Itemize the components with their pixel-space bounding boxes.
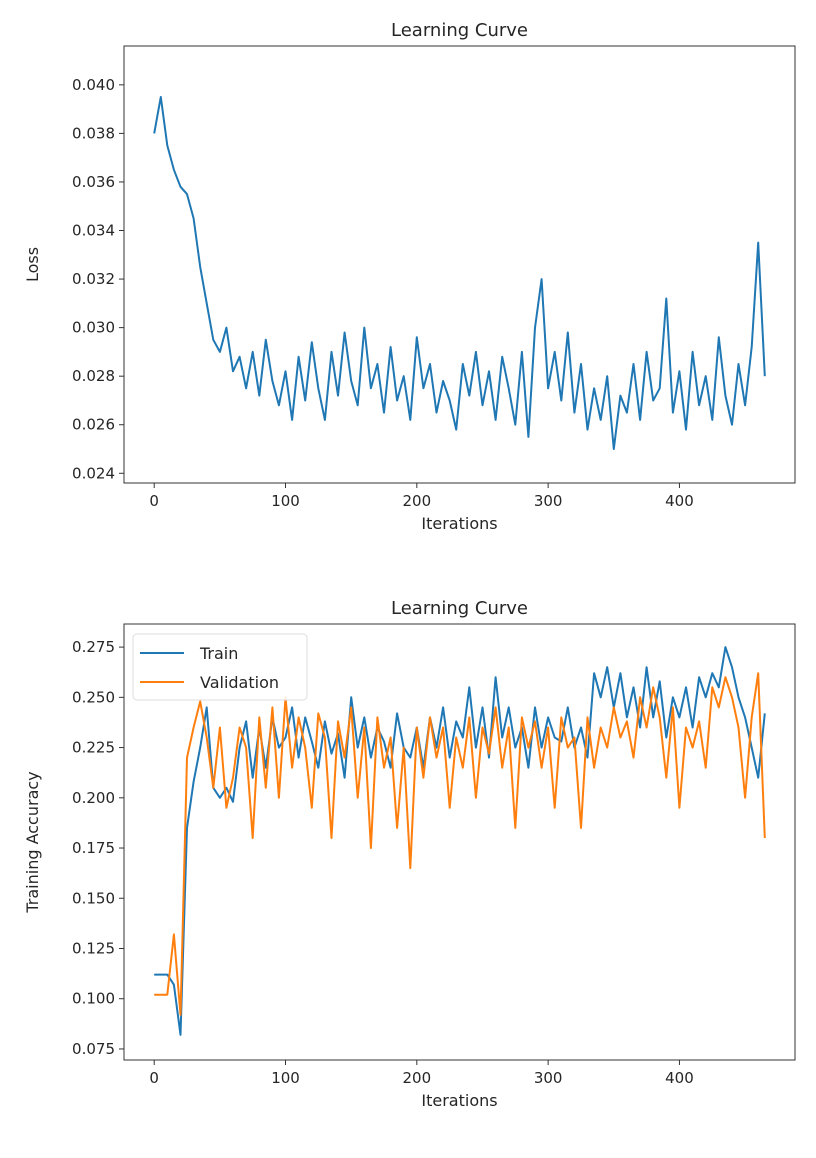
axes-frame [123, 623, 796, 1061]
y-tick-label: 0.275 [72, 638, 115, 656]
y-tick-label: 0.026 [72, 416, 115, 434]
x-tick-label: 300 [534, 492, 563, 510]
series-line-validation [154, 672, 766, 1016]
y-tick-label: 0.032 [72, 270, 115, 288]
x-axis-label: Iterations [421, 1091, 497, 1110]
y-tick-label: 0.225 [72, 739, 115, 757]
y-tick-label: 0.036 [72, 173, 115, 191]
y-tick-label: 0.040 [72, 76, 115, 94]
x-tick-label: 0 [149, 1069, 159, 1087]
x-axis-label: Iterations [421, 514, 497, 533]
y-tick-label: 0.125 [72, 939, 115, 957]
chart-title: Learning Curve [391, 20, 528, 41]
y-tick-label: 0.250 [72, 688, 115, 706]
x-tick-label: 400 [665, 1069, 694, 1087]
x-tick-label: 300 [534, 1069, 563, 1087]
series-line-loss [153, 96, 766, 450]
y-tick-label: 0.038 [72, 124, 115, 142]
y-tick-label: 0.175 [72, 839, 115, 857]
y-axis-label: Training Accuracy [23, 771, 42, 913]
subplot-2: 0 100 200 300 400 0.075 0.100 0.125 0.150 0.175 0.… [23, 598, 796, 1110]
series-line-train [154, 646, 766, 1036]
x-tick-label: 100 [271, 492, 300, 510]
legend-label-train: Train [199, 644, 238, 663]
x-tick-label: 0 [149, 492, 159, 510]
subplot-1: 0 100 200 300 400 0.024 0.026 0.028 0.030 0.032 0.… [23, 20, 796, 533]
x-tick-label: 200 [403, 1069, 432, 1087]
axes-frame [123, 45, 796, 484]
y-tick-label: 0.200 [72, 789, 115, 807]
chart-title: Learning Curve [391, 598, 528, 619]
legend-label-validation: Validation [200, 673, 279, 692]
y-axis-label: Loss [23, 247, 42, 282]
legend-box [132, 633, 308, 701]
x-tick-label: 400 [665, 492, 694, 510]
y-tick-label: 0.075 [72, 1040, 115, 1058]
y-tick-label: 0.034 [72, 222, 115, 240]
y-tick-label: 0.030 [72, 319, 115, 337]
y-tick-label: 0.100 [72, 990, 115, 1008]
x-tick-label: 200 [403, 492, 432, 510]
x-tick-label: 100 [271, 1069, 300, 1087]
legend: Train Validation [132, 633, 308, 701]
y-tick-label: 0.028 [72, 367, 115, 385]
y-tick-label: 0.150 [72, 889, 115, 907]
y-tick-label: 0.024 [72, 464, 115, 482]
